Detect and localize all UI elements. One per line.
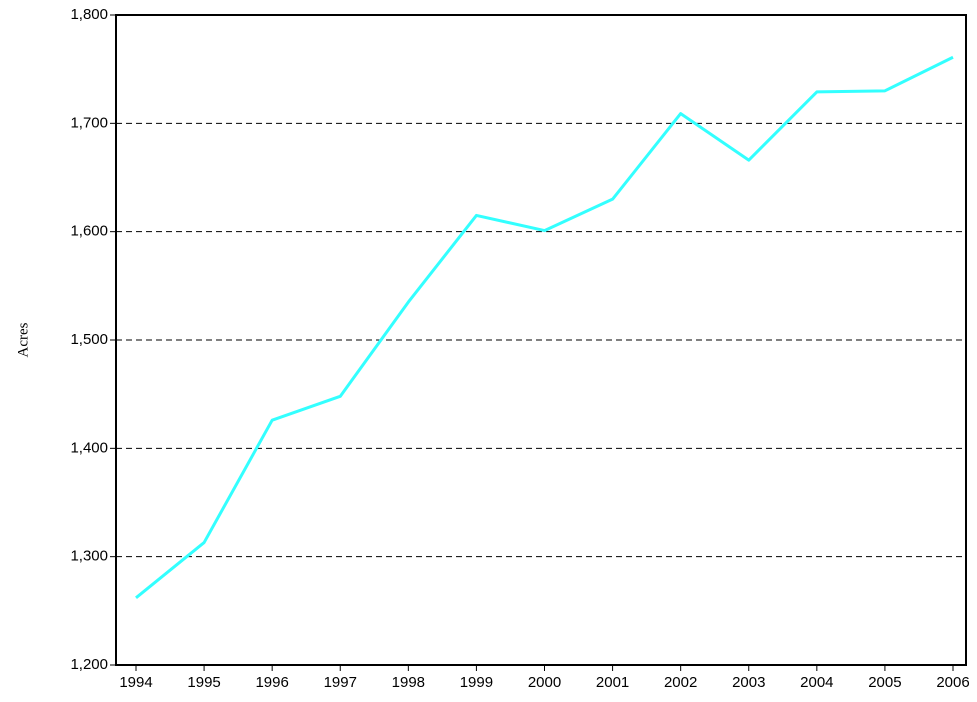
plot-frame [115,14,967,666]
x-tick-label: 1994 [119,674,152,691]
x-tick-label: 2006 [936,674,969,691]
y-tick-label: 1,600 [70,223,108,240]
y-tick-label: 1,800 [70,6,108,23]
x-tick-label: 1996 [255,674,288,691]
y-tick-label: 1,400 [70,439,108,456]
x-tick-label: 2004 [800,674,833,691]
x-tick-label: 2000 [528,674,561,691]
x-tick-label: 2003 [732,674,765,691]
y-tick-label: 1,300 [70,548,108,565]
y-tick-label: 1,500 [70,331,108,348]
x-tick-label: 2005 [868,674,901,691]
x-tick-label: 1995 [187,674,220,691]
data-line [135,55,954,599]
x-tick-label: 1999 [460,674,493,691]
y-axis-label: Acres [15,322,31,357]
x-tick-label: 1998 [392,674,425,691]
y-tick-label: 1,700 [70,114,108,131]
x-tick-label: 1997 [324,674,357,691]
x-tick-label: 2001 [596,674,629,691]
x-tick-label: 2002 [664,674,697,691]
y-tick-label: 1,200 [70,656,108,673]
